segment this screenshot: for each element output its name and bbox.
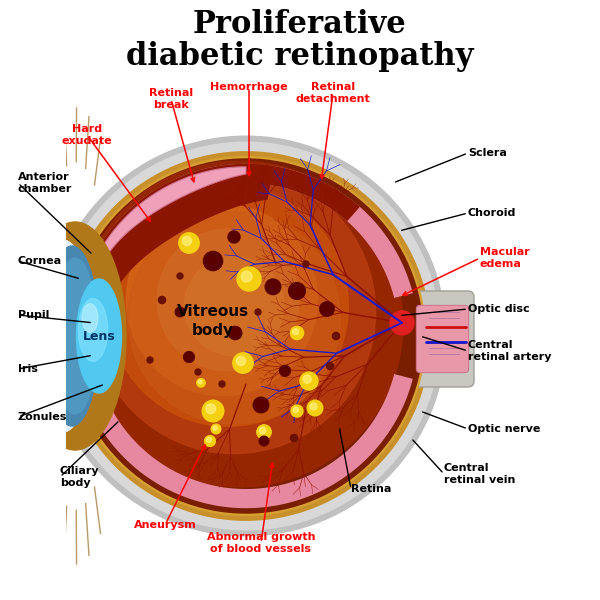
Ellipse shape: [52, 258, 97, 414]
Circle shape: [303, 375, 311, 383]
Circle shape: [179, 233, 199, 253]
Circle shape: [265, 279, 281, 295]
Polygon shape: [79, 374, 413, 508]
FancyBboxPatch shape: [0, 0, 66, 600]
Text: Hard
exudate: Hard exudate: [62, 124, 112, 146]
Text: Pupil: Pupil: [18, 310, 49, 320]
Circle shape: [332, 332, 340, 340]
Circle shape: [229, 326, 242, 340]
Text: Vitreous
body: Vitreous body: [177, 304, 249, 338]
Text: Retinal
detachment: Retinal detachment: [296, 82, 370, 104]
Circle shape: [195, 369, 201, 375]
Circle shape: [257, 425, 271, 439]
Circle shape: [128, 212, 340, 424]
Circle shape: [205, 436, 215, 446]
Circle shape: [62, 152, 430, 520]
Circle shape: [293, 329, 299, 335]
Text: Choroid: Choroid: [468, 208, 517, 218]
Circle shape: [177, 273, 183, 279]
Circle shape: [67, 157, 425, 515]
Polygon shape: [89, 167, 246, 277]
Polygon shape: [79, 164, 413, 298]
Text: Ciliary
body: Ciliary body: [60, 466, 100, 488]
Circle shape: [127, 205, 317, 395]
Circle shape: [300, 372, 318, 390]
FancyBboxPatch shape: [416, 305, 469, 373]
Circle shape: [46, 136, 446, 536]
Circle shape: [259, 436, 269, 446]
Text: Lens: Lens: [83, 329, 115, 343]
Circle shape: [52, 142, 440, 530]
Circle shape: [77, 161, 403, 487]
Circle shape: [236, 356, 245, 365]
Text: Hemorrhage: Hemorrhage: [210, 82, 288, 92]
FancyBboxPatch shape: [411, 291, 474, 387]
Text: Retinal
break: Retinal break: [149, 88, 193, 110]
Circle shape: [69, 159, 423, 513]
Text: Retina: Retina: [351, 484, 391, 494]
Circle shape: [228, 231, 240, 243]
Ellipse shape: [45, 246, 99, 426]
Text: Central
retinal artery: Central retinal artery: [468, 340, 551, 362]
Polygon shape: [82, 164, 273, 293]
Circle shape: [184, 256, 284, 356]
Circle shape: [92, 170, 376, 454]
Ellipse shape: [79, 299, 107, 361]
Circle shape: [293, 407, 299, 413]
Circle shape: [206, 404, 216, 414]
Circle shape: [206, 437, 211, 442]
Circle shape: [175, 307, 185, 317]
Circle shape: [107, 185, 349, 427]
Text: Abnormal growth
of blood vessels: Abnormal growth of blood vessels: [207, 532, 315, 554]
Circle shape: [184, 352, 194, 362]
Text: Cornea: Cornea: [18, 256, 62, 266]
Circle shape: [147, 357, 153, 363]
Circle shape: [253, 397, 269, 413]
Circle shape: [219, 381, 225, 387]
Text: Anterior
chamber: Anterior chamber: [18, 172, 73, 194]
Circle shape: [255, 309, 261, 315]
Circle shape: [213, 426, 217, 430]
Text: Sclera: Sclera: [468, 148, 507, 158]
Polygon shape: [256, 164, 360, 221]
Text: Optic disc: Optic disc: [468, 304, 530, 314]
Text: Aneurysm: Aneurysm: [134, 520, 196, 530]
Ellipse shape: [76, 279, 121, 393]
Circle shape: [211, 424, 221, 434]
Circle shape: [290, 326, 304, 340]
Circle shape: [307, 400, 323, 416]
Circle shape: [310, 403, 317, 410]
Text: Central
retinal vein: Central retinal vein: [444, 463, 515, 485]
Circle shape: [303, 261, 309, 267]
Text: Proliferative
diabetic retinopathy: Proliferative diabetic retinopathy: [126, 9, 474, 72]
Circle shape: [203, 251, 223, 271]
Text: Zonules: Zonules: [18, 412, 67, 422]
Circle shape: [280, 365, 290, 376]
Circle shape: [320, 302, 334, 316]
Ellipse shape: [24, 222, 126, 450]
Ellipse shape: [33, 240, 93, 432]
Circle shape: [390, 311, 414, 335]
Circle shape: [202, 400, 224, 422]
Ellipse shape: [82, 304, 98, 332]
Circle shape: [326, 362, 334, 370]
Circle shape: [289, 283, 305, 299]
Text: Iris: Iris: [18, 364, 38, 374]
Circle shape: [198, 380, 202, 384]
Text: Macular
edema: Macular edema: [480, 247, 530, 269]
Circle shape: [182, 236, 191, 245]
Circle shape: [291, 405, 303, 417]
Circle shape: [157, 229, 299, 371]
Circle shape: [259, 427, 266, 434]
Circle shape: [233, 353, 253, 373]
Text: Optic nerve: Optic nerve: [468, 424, 541, 434]
Circle shape: [290, 434, 298, 442]
Circle shape: [237, 267, 261, 291]
Circle shape: [197, 379, 205, 387]
Circle shape: [158, 296, 166, 304]
Circle shape: [241, 271, 252, 282]
